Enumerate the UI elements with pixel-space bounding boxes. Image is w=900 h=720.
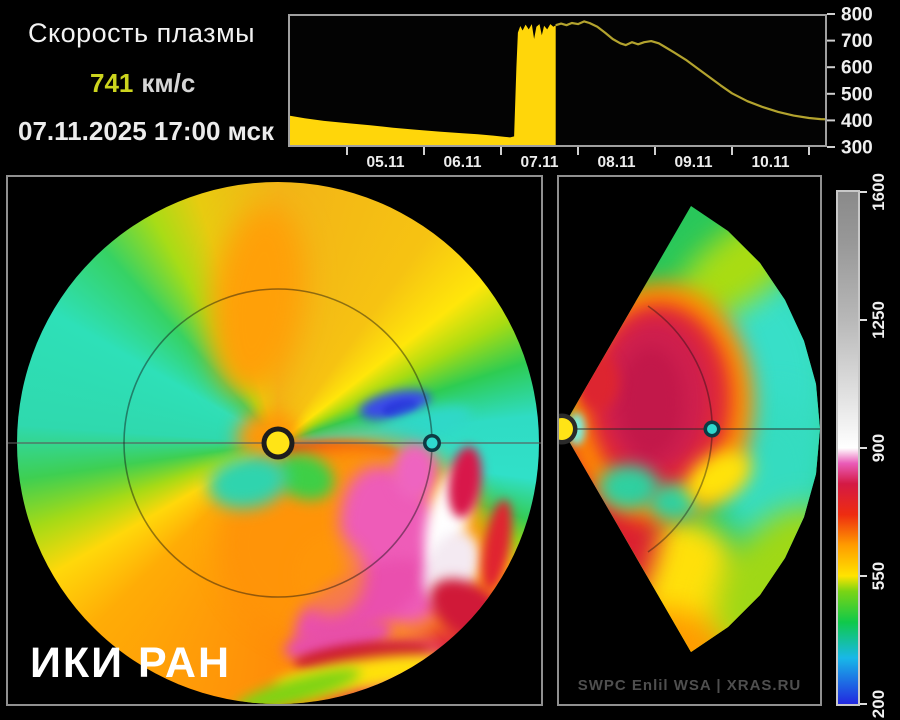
observed-area (289, 24, 556, 147)
y-tick-label: 300 (841, 138, 873, 159)
colorbar-tick-label: 1250 (869, 301, 888, 339)
color-blob (200, 199, 316, 401)
speed-units: км/с (141, 68, 196, 98)
institute-watermark: ИКИ РАН (30, 639, 232, 687)
x-tick-label: 08.11 (598, 154, 636, 171)
color-blob (575, 354, 619, 410)
y-tick-label: 500 (841, 84, 873, 105)
color-blob (569, 413, 585, 445)
x-tick-label: 07.11 (521, 154, 559, 171)
ecliptic-plasma-disk (17, 182, 539, 704)
page-title: Скорость плазмы (28, 18, 256, 48)
speed-value: 741 (90, 68, 134, 98)
colorbar-tick (860, 703, 867, 705)
colorbar-tick-label: 900 (869, 433, 888, 463)
colorbar-tick-label: 550 (869, 561, 888, 591)
x-tick-label: 06.11 (444, 154, 482, 171)
y-tick-label: 600 (841, 58, 873, 79)
colorbar-tick (860, 575, 867, 577)
speed-readout: 741 км/с (90, 68, 195, 99)
y-tick-label: 400 (841, 111, 873, 132)
speed-colorbar (836, 190, 860, 706)
y-tick-label: 800 (841, 5, 873, 26)
ecliptic-view-panel: ИКИ РАН (6, 175, 543, 706)
x-tick-label: 10.11 (752, 154, 790, 171)
x-tick-label: 09.11 (675, 154, 713, 171)
colorbar-tick (860, 319, 867, 321)
colorbar-tick-label: 1600 (869, 173, 888, 211)
color-blob (295, 535, 365, 615)
colorbar-tick-label: 200 (869, 689, 888, 719)
color-blob (393, 444, 437, 500)
meridional-view-panel: SWPC Enlil WSA | XRAS.RU (557, 175, 822, 706)
colorbar-tick (860, 447, 867, 449)
speed-chart: 05.11 06.11 07.11 08.11 09.11 10.11 300 400 500 6… (288, 5, 873, 171)
timestamp: 07.11.2025 17:00 мск (18, 116, 275, 146)
color-blob (619, 347, 683, 457)
forecast-line (555, 20, 826, 121)
y-tick-label: 700 (841, 31, 873, 52)
meridional-plasma-wedge (562, 206, 820, 652)
colorbar-tick (860, 191, 867, 193)
x-tick-label: 05.11 (367, 154, 405, 171)
model-credit-watermark: SWPC Enlil WSA | XRAS.RU (577, 677, 802, 694)
